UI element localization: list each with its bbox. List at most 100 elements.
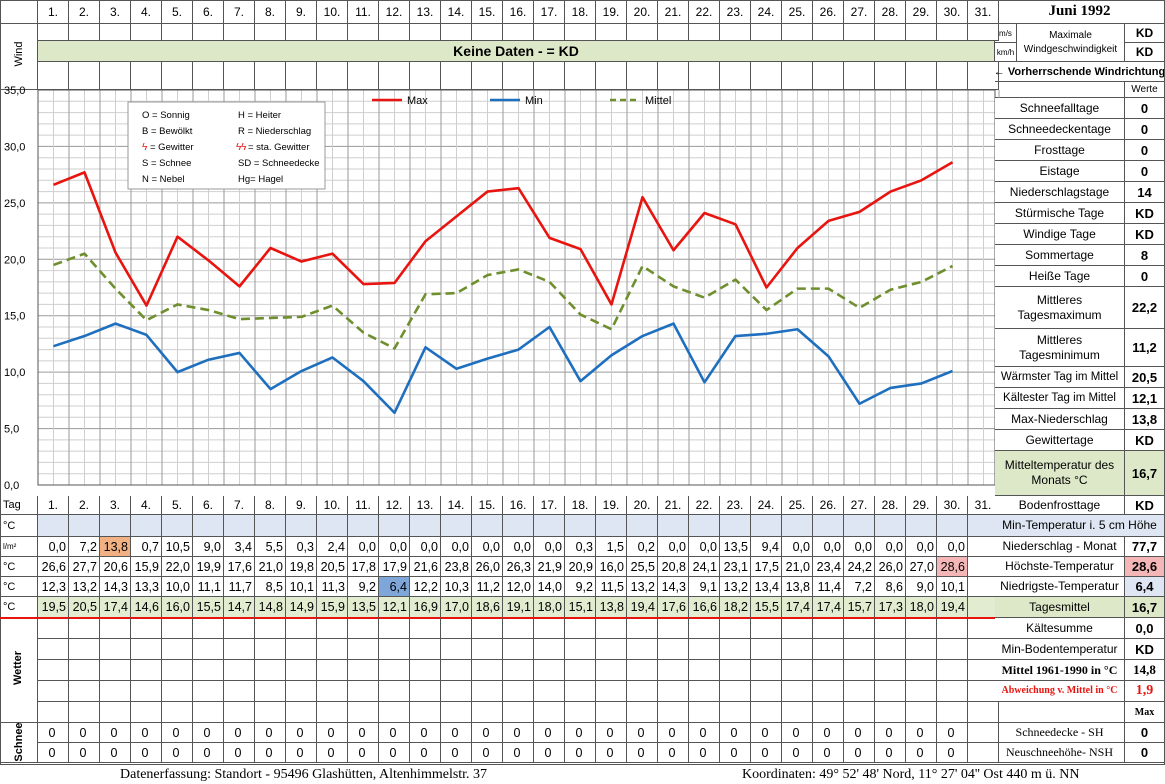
snow-cell: 0 [689,743,720,763]
weather-cell [100,618,131,639]
max-row-cell: 20,8 [658,557,689,577]
min-row-cell: 10,1 [286,577,317,597]
mean-row-cell: 17,4 [782,597,813,618]
max-row-cell: 19,8 [286,557,317,577]
precip-row-cell: 0,0 [348,537,379,557]
precip-row-unit: l/m² [0,537,38,557]
stat-label-hoechste: Höchste-Temperatur [995,557,1125,577]
weather-cell [38,702,69,723]
weather-cell [69,660,100,681]
stat-value: 13,8 [1125,409,1165,430]
wind-cell [813,24,844,41]
day-row-cell: 17. [534,496,565,515]
stat-value-minboden: KD [1125,639,1165,660]
weather-cell [286,702,317,723]
snow-cell: 0 [503,743,534,763]
mean-row-cell: 15,5 [193,597,224,618]
snow-cell: 0 [286,723,317,743]
snow-cell: 0 [937,743,968,763]
min5cm-row-cell [317,515,348,537]
weather-cell [565,618,596,639]
day-header: 25. [782,0,813,24]
day-row-unit: Tag [0,496,38,515]
stat-label-mittel6190: Mittel 1961-1990 in °C [995,660,1125,681]
snow-cell: 0 [193,723,224,743]
max-row-cell: 17,9 [379,557,410,577]
wind-label: Wind [13,41,25,67]
weather-cell [875,660,906,681]
weather-cell [162,660,193,681]
weather-cell [317,639,348,660]
max-row-cell: 24,1 [689,557,720,577]
weather-cell [782,639,813,660]
mean-row-cell: 15,1 [565,597,596,618]
weather-cell [813,702,844,723]
weather-cell [937,660,968,681]
weather-cell [410,639,441,660]
mean-row-cell: 17,4 [813,597,844,618]
weather-cell [348,639,379,660]
precip-row-cell: 0,0 [844,537,875,557]
weather-cell [534,702,565,723]
snow-cell: 0 [131,723,162,743]
stat-value: 22,2 [1125,287,1165,329]
mean-row-cell: 17,4 [100,597,131,618]
stat-value: 20,5 [1125,367,1165,388]
min-row-cell: 9,1 [689,577,720,597]
wetter-label-cell [0,618,38,723]
max-row-cell: 23,1 [720,557,751,577]
wind-cell [906,24,937,41]
min-row-cell: 13,3 [131,577,162,597]
day-row-cell: 20. [627,496,658,515]
max-label: Max [1125,702,1165,723]
weather-cell [441,681,472,702]
max-row-cell: 26,6 [38,557,69,577]
day-row-cell: 24. [751,496,782,515]
precip-row-cell: 0,0 [472,537,503,557]
min5cm-row-cell [689,515,720,537]
weather-cell [503,639,534,660]
footer-coordinates: Koordinaten: 49° 52' 48' Nord, 11° 27' 0… [742,767,1080,782]
min5cm-row-cell [565,515,596,537]
weather-cell [379,702,410,723]
min-row-cell: 7,2 [844,577,875,597]
day-row-cell: 9. [286,496,317,515]
weather-cell [441,639,472,660]
stat-value: 11,2 [1125,329,1165,367]
precip-row-cell: 0,2 [627,537,658,557]
stat-value: 12,1 [1125,388,1165,409]
max-row-cell: 15,9 [131,557,162,577]
wind-cell [627,62,658,90]
weather-cell [906,639,937,660]
day-header: 1. [38,0,69,24]
max-wind-ms: KD [1125,24,1165,43]
weather-cell [596,660,627,681]
snow-cell: 0 [38,723,69,743]
mean-row-cell: 16,6 [689,597,720,618]
day-header: 13. [410,0,441,24]
precip-row-cell: 3,4 [224,537,255,557]
weather-cell [472,618,503,639]
weather-cell [813,660,844,681]
min-row-cell: 11,7 [224,577,255,597]
day-header: 15. [472,0,503,24]
weather-cell [286,681,317,702]
day-header: 27. [844,0,875,24]
mean-row-cell: 16,0 [162,597,193,618]
stat-value: 8 [1125,245,1165,266]
day-row-cell: 22. [689,496,720,515]
precip-row-cell: 10,5 [162,537,193,557]
weather-cell [472,639,503,660]
weather-cell [689,618,720,639]
weather-cell [937,702,968,723]
min5cm-row-cell [627,515,658,537]
stat-value: 0 [1125,266,1165,287]
weather-cell [193,681,224,702]
min5cm-row-cell [720,515,751,537]
day-header: 20. [627,0,658,24]
weather-cell [534,660,565,681]
day-row-cell: 18. [565,496,596,515]
mean-row-unit: °C [0,597,38,618]
weather-cell [162,639,193,660]
min5cm-row-cell [286,515,317,537]
